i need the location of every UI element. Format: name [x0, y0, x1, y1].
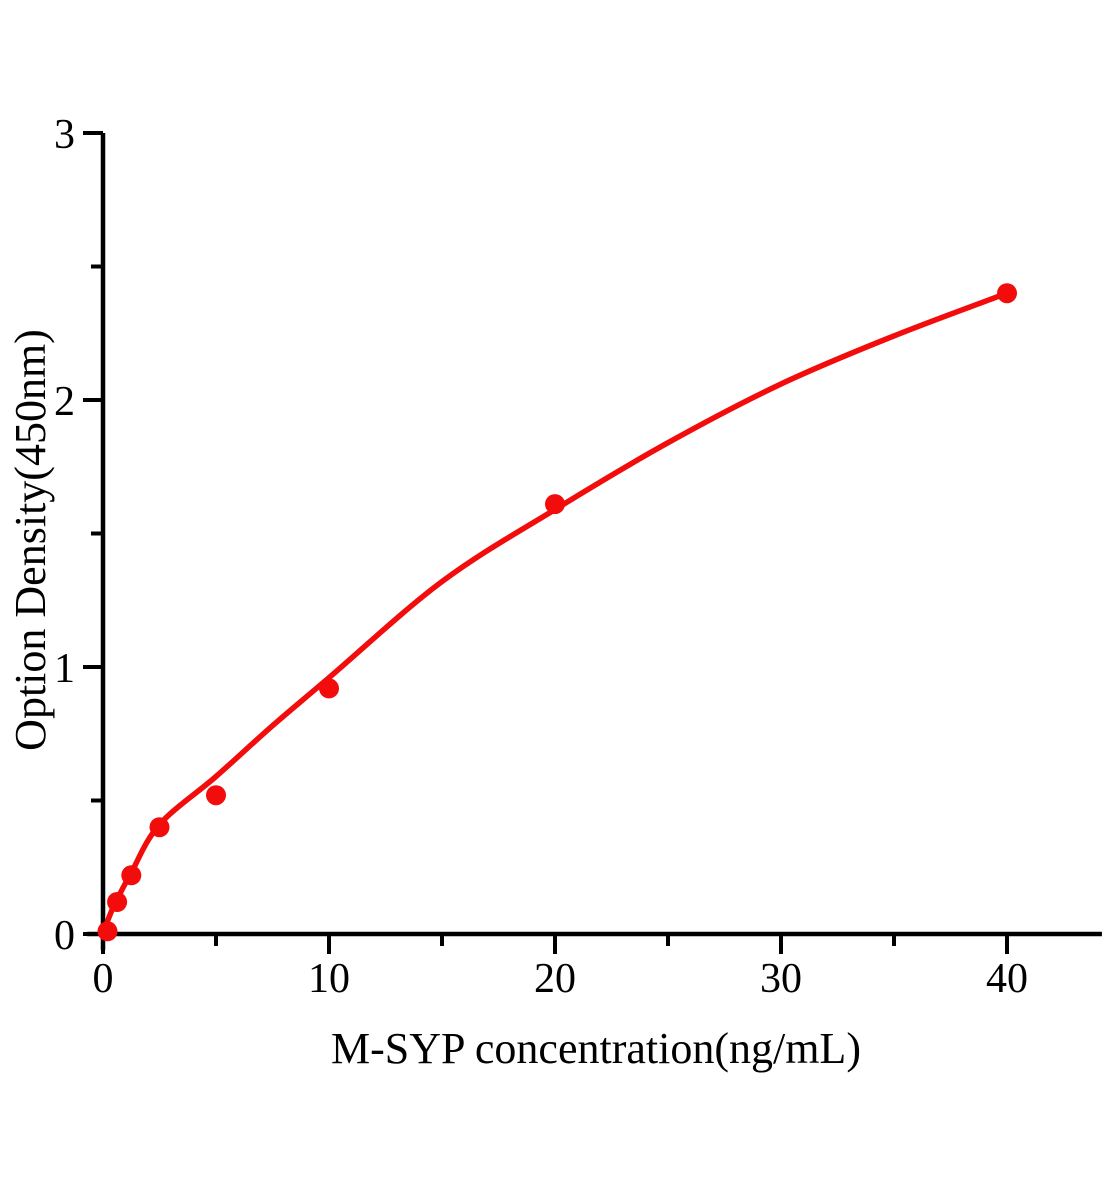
x-tick-label: 20 [534, 956, 576, 1002]
data-point [997, 283, 1017, 304]
data-point [149, 817, 170, 838]
data-point [545, 494, 565, 515]
tick-labels: 0 10 20 30 40 0 1 2 3 [54, 112, 1028, 1002]
x-tick-label: 0 [93, 956, 114, 1002]
fitted-curve [100, 290, 1010, 937]
data-point [97, 921, 118, 942]
y-tick-label: 3 [54, 112, 75, 158]
y-axis-title: Option Density(450nm) [6, 329, 55, 751]
y-tick-label: 0 [54, 913, 75, 959]
axes [83, 131, 1102, 954]
x-tick-label: 10 [308, 956, 350, 1002]
data-point [121, 865, 142, 886]
x-axis-title: M-SYP concentration(ng/mL) [331, 1024, 861, 1073]
x-tick-label: 30 [760, 956, 802, 1002]
y-tick-label: 1 [54, 646, 75, 692]
x-tick-label: 40 [986, 956, 1028, 1002]
y-tick-label: 2 [54, 379, 75, 425]
data-point [206, 785, 226, 806]
data-point [107, 892, 128, 912]
data-point [319, 678, 339, 699]
data-series [97, 283, 1017, 942]
